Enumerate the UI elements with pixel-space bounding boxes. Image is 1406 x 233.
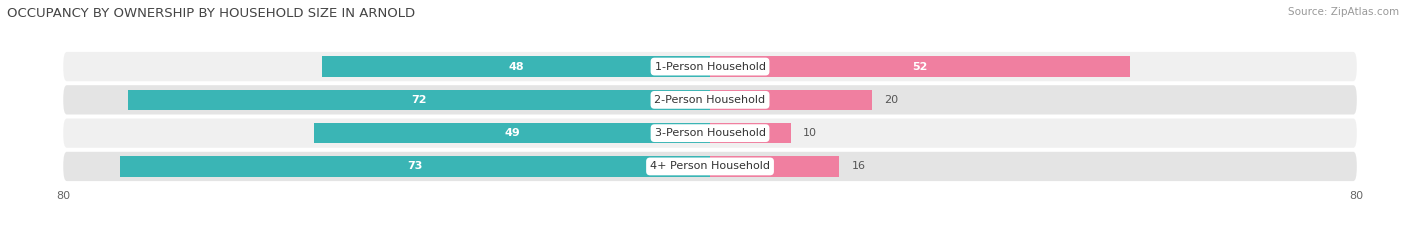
Text: Source: ZipAtlas.com: Source: ZipAtlas.com [1288,7,1399,17]
FancyBboxPatch shape [63,119,1357,148]
Text: 49: 49 [505,128,520,138]
Bar [710,123,790,144]
Text: 52: 52 [912,62,928,72]
Bar [710,89,872,110]
Bar [314,123,710,144]
Text: 16: 16 [852,161,866,171]
Text: 10: 10 [803,128,817,138]
Text: 1-Person Household: 1-Person Household [655,62,765,72]
Text: 73: 73 [408,161,423,171]
Bar [120,156,710,177]
Bar [710,56,1130,77]
FancyBboxPatch shape [63,52,1357,81]
Text: 3-Person Household: 3-Person Household [655,128,765,138]
Text: 48: 48 [508,62,524,72]
Text: 72: 72 [411,95,427,105]
Text: OCCUPANCY BY OWNERSHIP BY HOUSEHOLD SIZE IN ARNOLD: OCCUPANCY BY OWNERSHIP BY HOUSEHOLD SIZE… [7,7,415,20]
FancyBboxPatch shape [63,85,1357,114]
Text: 20: 20 [884,95,898,105]
Text: 4+ Person Household: 4+ Person Household [650,161,770,171]
Bar [710,156,839,177]
FancyBboxPatch shape [63,152,1357,181]
Bar [322,56,710,77]
Bar [128,89,710,110]
Text: 2-Person Household: 2-Person Household [654,95,766,105]
